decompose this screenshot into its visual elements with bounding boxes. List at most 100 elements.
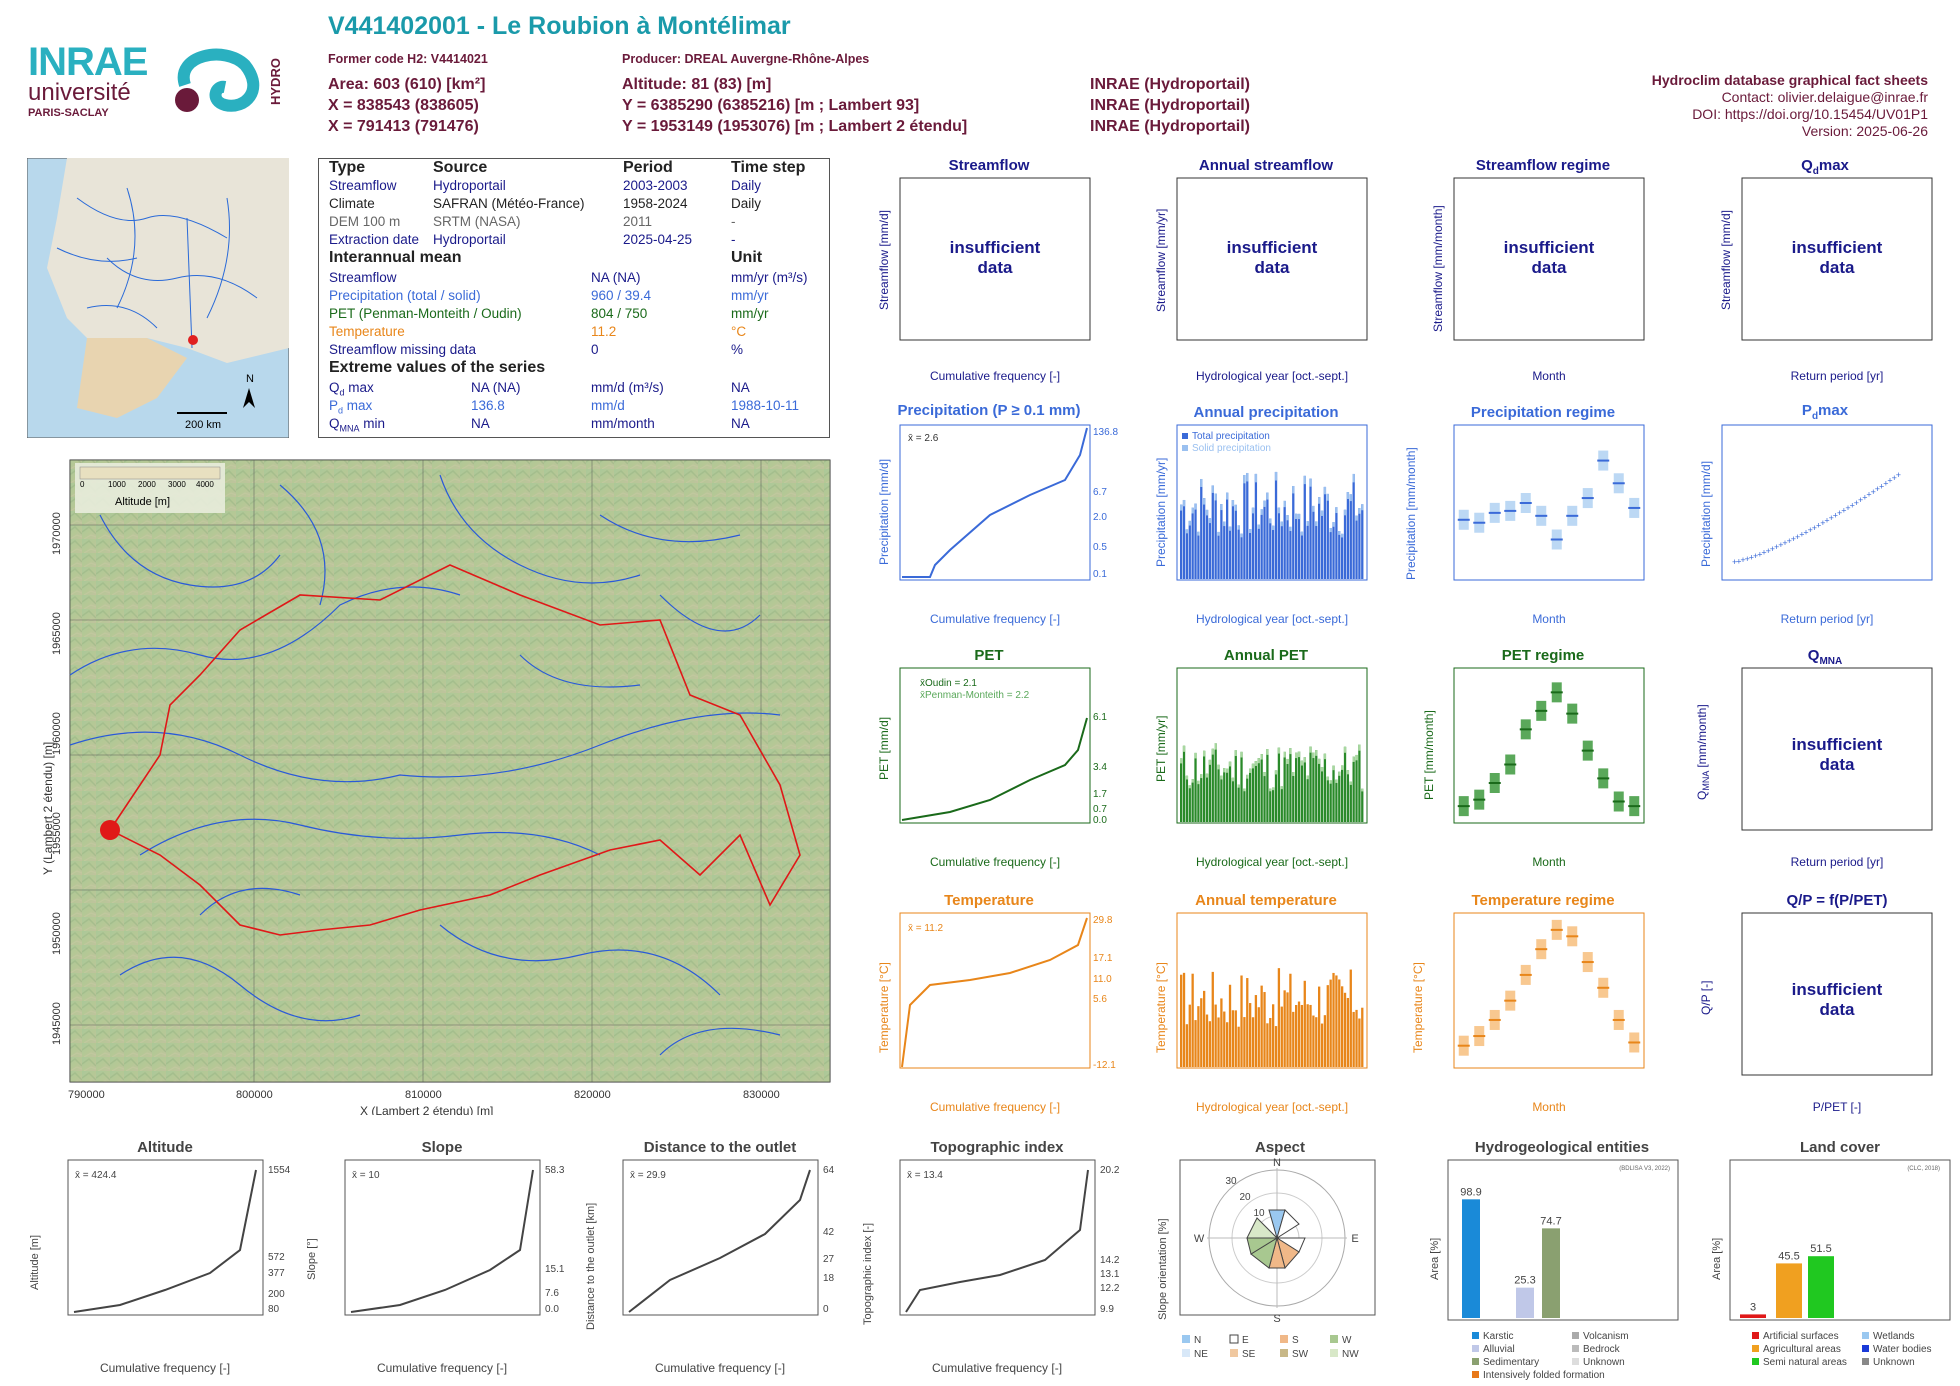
rtick: 29.8 bbox=[1093, 915, 1113, 926]
ylabel: Temperature [°C] bbox=[1411, 962, 1425, 1053]
annual-bar-top bbox=[1283, 751, 1286, 758]
legend-tick: 0 bbox=[80, 480, 85, 489]
table-row: Temperature 11.2 °C bbox=[329, 323, 819, 341]
annual-bar bbox=[1211, 748, 1214, 822]
annual-bar-top bbox=[1188, 785, 1191, 789]
annual-bar bbox=[1283, 751, 1286, 822]
altitude-cdf bbox=[73, 1169, 257, 1313]
title-landcover: Land cover bbox=[1800, 1139, 1880, 1156]
sym: Q bbox=[329, 416, 340, 431]
rtick: 6.7 bbox=[1093, 487, 1107, 498]
annual-bar-top bbox=[1231, 777, 1235, 782]
cell: 1958-2024 bbox=[623, 196, 688, 211]
annual-bar bbox=[1283, 500, 1286, 579]
annual-bar bbox=[1280, 521, 1283, 579]
rtick: 0.0 bbox=[1093, 815, 1107, 826]
table-row: Extraction date Hydroportail 2025-04-25 … bbox=[329, 231, 819, 249]
sym: Q bbox=[329, 380, 340, 395]
y93: Y = 6385290 (6385216) [m ; Lambert 93] bbox=[622, 97, 920, 114]
ylabel: Precipitation [mm/yr] bbox=[1154, 458, 1168, 567]
bar-label: 74.7 bbox=[1540, 1215, 1561, 1227]
xlabel: Return period [yr] bbox=[1791, 855, 1884, 869]
pd-point: + bbox=[1837, 508, 1842, 518]
annual-bar bbox=[1188, 785, 1191, 822]
annual-bar bbox=[1280, 786, 1283, 822]
title-topo: Topographic index bbox=[930, 1139, 1064, 1156]
table-row: QMNA min NA mm/month NA bbox=[329, 415, 819, 434]
annual-bar-top bbox=[1355, 515, 1358, 521]
annual-bar bbox=[1346, 492, 1350, 579]
annual-bar bbox=[1309, 1004, 1312, 1067]
aspect-r: 30 bbox=[1225, 1176, 1237, 1187]
legend-solid: Solid precipitation bbox=[1192, 443, 1271, 454]
insufficient-data: insufficient data bbox=[1791, 980, 1883, 1019]
annual-bar-top bbox=[1220, 504, 1223, 511]
map-xtick: 830000 bbox=[743, 1089, 780, 1101]
annual-bar-top bbox=[1249, 529, 1252, 534]
annual-bar bbox=[1318, 497, 1321, 579]
bar-label: 3 bbox=[1750, 1301, 1756, 1313]
annual-bar-top bbox=[1197, 531, 1200, 536]
cell: 0 bbox=[591, 342, 599, 357]
p: P bbox=[1802, 402, 1812, 419]
legend-label: Altitude [m] bbox=[115, 496, 170, 508]
annual-bar bbox=[1292, 772, 1295, 822]
annual-bar bbox=[1343, 992, 1347, 1067]
annual-bar bbox=[1237, 1026, 1240, 1067]
ylabel: Slope orientation [%] bbox=[1157, 1218, 1169, 1320]
rtick: 3.4 bbox=[1093, 762, 1107, 773]
annual-bar bbox=[1220, 504, 1223, 579]
annual-bar bbox=[1355, 1009, 1358, 1067]
row3: PET Annual PET PET regime QMNA PET [mm/d… bbox=[877, 647, 1933, 869]
annual-bar bbox=[1254, 995, 1258, 1067]
cell: SRTM (NASA) bbox=[433, 214, 521, 229]
annual-bar bbox=[1341, 765, 1344, 822]
annual-bar bbox=[1217, 764, 1220, 822]
annual-bar bbox=[1217, 531, 1220, 579]
pd-point: + bbox=[1854, 498, 1859, 508]
title-precip: Precipitation (P ≥ 0.1 mm) bbox=[897, 402, 1080, 419]
pd-point: + bbox=[1803, 527, 1808, 537]
annual-bar bbox=[1228, 984, 1232, 1067]
annual-bar bbox=[1306, 775, 1309, 822]
area: Area: 603 (610) [km²] bbox=[328, 76, 486, 93]
bottom-row: Altitude Slope Distance to the outlet To… bbox=[29, 1139, 1951, 1381]
unit-title: Unit bbox=[731, 249, 763, 266]
annual-bar-top bbox=[1332, 765, 1335, 771]
db-title: Hydroclim database graphical fact sheets bbox=[1651, 72, 1928, 88]
annual-bar-top bbox=[1289, 748, 1292, 755]
annual-bar bbox=[1329, 979, 1332, 1067]
annual-bar bbox=[1205, 1014, 1209, 1067]
annual-bar bbox=[1292, 1011, 1295, 1067]
annual-bar bbox=[1180, 758, 1183, 822]
mean-label: x̄ = 2.6 bbox=[908, 433, 939, 444]
annual-bar bbox=[1214, 1004, 1217, 1067]
bar-label: 98.9 bbox=[1460, 1186, 1481, 1198]
annual-bar bbox=[1352, 473, 1355, 579]
cell: - bbox=[731, 232, 736, 247]
pd-max-points: ++++++++++++++++++++++++++++++++++++++++ bbox=[1732, 470, 1901, 567]
sym2: min bbox=[363, 416, 386, 431]
annual-bar-top bbox=[1234, 504, 1237, 511]
bar-karstic bbox=[1462, 1199, 1480, 1318]
xlabel: Return period [yr] bbox=[1791, 369, 1884, 383]
cell: 960 / 39.4 bbox=[591, 288, 652, 303]
pd-point: + bbox=[1778, 540, 1783, 550]
leg: Intensively folded formation bbox=[1483, 1370, 1605, 1381]
ylabel: Precipitation [mm/d] bbox=[877, 459, 891, 565]
ylabel: Temperature [°C] bbox=[1154, 962, 1168, 1053]
precip-cdf-line bbox=[902, 427, 1088, 578]
annual-bar bbox=[1309, 746, 1312, 822]
pd-point: + bbox=[1829, 513, 1834, 523]
annual-bar bbox=[1260, 985, 1263, 1067]
annual-bar bbox=[1349, 781, 1352, 822]
pd-point: + bbox=[1782, 538, 1787, 548]
annual-bar bbox=[1295, 1005, 1298, 1067]
minimap: 200 km N bbox=[27, 158, 289, 438]
univ-logo-text: université bbox=[28, 79, 131, 106]
annual-bar bbox=[1318, 986, 1321, 1067]
cell: NA (NA) bbox=[591, 270, 641, 285]
annual-bar bbox=[1231, 1010, 1235, 1067]
rtick: 11.0 bbox=[1093, 974, 1112, 985]
rtick: 20.2 bbox=[1100, 1165, 1120, 1176]
